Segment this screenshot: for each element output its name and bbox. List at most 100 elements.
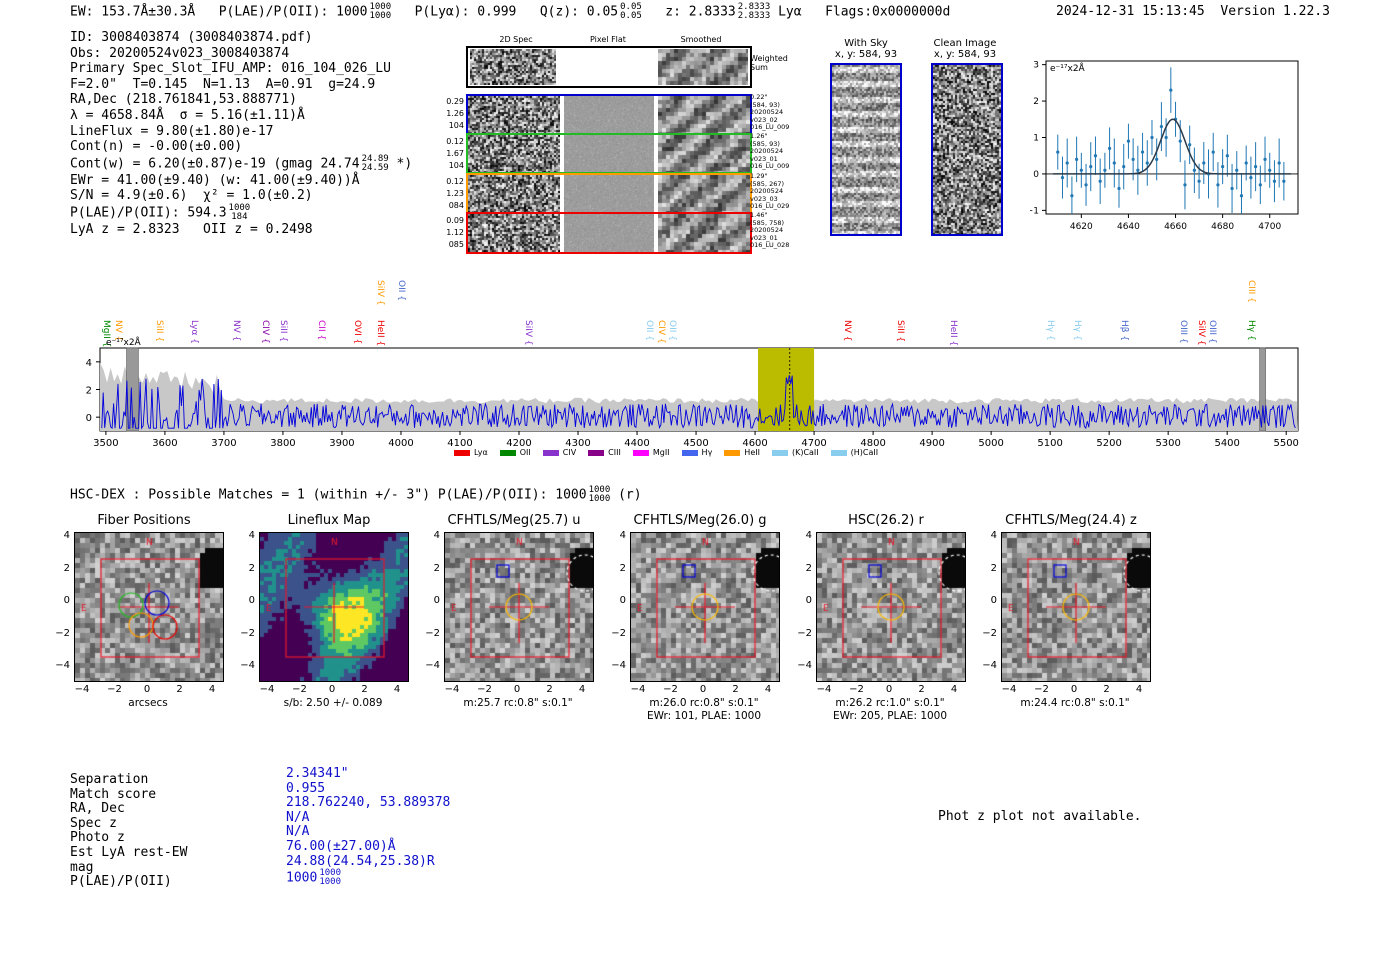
fs-xtick-label: 3500 [93,438,118,449]
zoom-point [1216,183,1220,187]
info-contw-end: *) [396,156,413,172]
panel-title: CFHTLS/Meg(24.4) z [1005,513,1137,528]
legend-label: HeII [744,448,760,457]
zoom-point [1112,161,1116,165]
spec-row-4 [466,212,752,254]
fs-xtick-label: 4700 [801,438,826,449]
row1-2dspec [468,96,560,133]
panel-xtick: 2 [361,684,368,695]
panel-subtitle: s/b: 2.50 +/- 0.089 [283,697,383,709]
legend-swatch [632,449,649,456]
full-spec-xticks: 3500 3600 3700 3800 3900 4000 4100 4200 4300 4400… [93,431,1299,449]
legend-swatch [830,449,847,456]
panel-xtick: 4 [950,684,958,695]
header-ew: EW: 153.7Å±30.3Å [70,4,196,20]
match-value: N/A [286,825,450,840]
panel-image [816,532,966,682]
panel-ytick: −4 [982,660,997,671]
zoom-xtick-label: 4620 [1070,222,1093,232]
panel-ytick: 4 [990,530,997,541]
zoom-ytick-label: 2 [1033,97,1039,107]
legend-label: OII [519,448,531,457]
zoom-yticks: 3 2 1 0 −1 [1030,61,1046,216]
panel-xtick: 4 [393,684,401,695]
panel-xtick: 2 [732,684,739,695]
zoom-point [1188,143,1192,147]
row3-smoothed [658,175,750,212]
panel-ytick: 0 [619,595,626,606]
legend-label: CIII [608,448,621,457]
fs-xtick-label: 4100 [447,438,472,449]
zoom-point [1150,135,1154,140]
match-label: Est LyA rest-EW [70,844,188,860]
panel-ytick: 2 [805,562,812,574]
match-label: Photo z [70,830,125,846]
legend-swatch [454,449,470,456]
zoom-unit-label: e⁻¹⁷x2Å [1050,62,1086,74]
panel-image [259,532,409,682]
fs-xtick-label: 4600 [742,438,767,449]
panel-ytick: −4 [55,660,70,671]
info-sn: S/N = 4.9(±0.6) χ² = 1.0(±0.2) [70,188,313,204]
info-plae-text: P(LAE)/P(OII): 594.3 [70,205,227,221]
panel-xtick: 0 [513,684,521,695]
header-plya: P(Lyα): 0.999 [414,4,517,20]
info-plae-hi: 1000 [228,202,251,213]
zoom-point [1122,165,1126,169]
col-label-pixelflat: Pixel Flat [590,35,626,44]
info-params: F=2.0" T=0.145 N=1.13 A=0.91 g=24.9 [70,76,376,92]
panel-ytick: 2 [248,562,255,574]
info-contw: Cont(w) = 6.20(±0.87)e-19 (gmag 24.74 24.… [70,154,413,173]
clean-image-title: Clean Image x, y: 584, 93 [929,38,1001,60]
legend-entry: CIII [588,448,621,457]
row1-left-label: 0.29 1.26 104 [446,97,464,130]
row2-2dspec [468,135,560,172]
hsc-dex-summary: HSC-DEX : Possible Matches = 1 (within +… [70,486,642,504]
panel-title: Lineflux Map [287,513,371,528]
match-labels: Separation Match score RA, Dec Spec z Photo … [70,772,188,890]
panel-ytick: −2 [425,627,440,639]
match-values: 2.34341" 0.955 218.762240, 53.889378 N/A N/A… [286,766,450,887]
legend-label: (H)CaII [850,448,879,457]
legend-entry: MgII [632,448,670,457]
panel-xtick: −4 [1001,684,1017,695]
zoom-point [1079,168,1083,172]
row1-right-label: 0.22" (584, 93) 20200524 v023_02 016_LU_… [750,93,790,131]
panel-xtick: 4 [578,684,586,695]
header-qz-range: 0.05 0.05 [620,3,642,21]
zoom-ytick-label: 3 [1033,61,1039,71]
panel-title: HSC(26.2) r [848,513,924,528]
panel-ytick: −2 [611,627,626,639]
panel-ytick: −4 [611,660,626,671]
zoom-point [1136,168,1140,172]
weighted-sum-2dspec [470,49,556,85]
zoom-point [1268,168,1272,172]
panel-ytick: 0 [63,595,70,606]
hsc-line-text: HSC-DEX : Possible Matches = 1 (within +… [70,487,587,503]
col-label-smoothed: Smoothed [680,35,722,44]
panel-subtitle-2: EWr: 101, PLAE: 1000 [646,710,762,722]
full-spec-masked-region [1259,347,1266,432]
zoom-point [1235,168,1239,172]
fs-xtick-label: 5300 [1155,438,1180,449]
zoom-point [1183,183,1187,187]
fs-xtick-label: 4400 [624,438,649,449]
spec-row-3 [466,173,752,214]
panel-ytick: −4 [425,660,440,671]
header-qz-hi: 0.05 [620,2,642,12]
legend-entry: OII [499,448,531,457]
panel-subtitle-2: EWr: 205, PLAE: 1000 [832,710,948,722]
zoom-ytick-label: 1 [1033,134,1039,144]
zoom-point [1065,161,1069,165]
panel-xtick: −2 [477,684,492,695]
panel-xtick: −4 [74,684,90,695]
match-value-text: 76.00(±27.00)Å [286,838,396,854]
zoom-point [1211,150,1215,154]
legend-label: (K)CaII [791,448,819,457]
legend-swatch [499,449,516,456]
panel-xtick: −2 [292,684,307,695]
header-plae-range: 1000 1000 [369,3,391,21]
detection-info: ID: 3008403874 (3008403874.pdf) Obs: 2020… [70,30,412,238]
panel-ytick: 4 [619,530,626,541]
weighted-sum-label: Weighted Sum [750,54,788,72]
